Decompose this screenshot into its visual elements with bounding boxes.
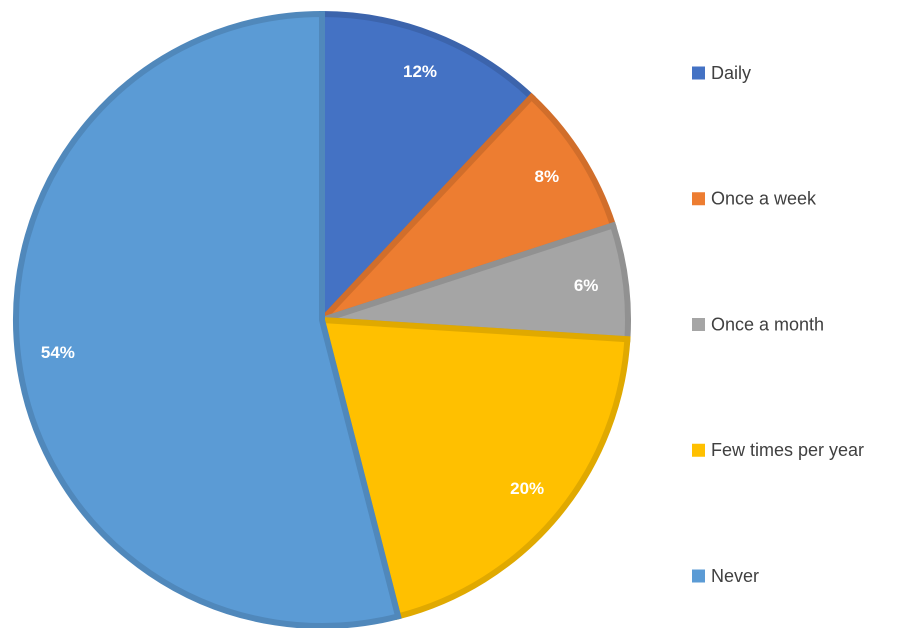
- legend-label: Never: [711, 566, 759, 586]
- legend-swatch: [692, 192, 705, 206]
- data-label: 20%: [510, 479, 544, 498]
- data-label: 54%: [41, 343, 75, 362]
- pie-slice: [319, 10, 536, 328]
- legend-swatch: [692, 318, 705, 331]
- data-label: 12%: [403, 62, 437, 81]
- pie-slice: [319, 92, 617, 323]
- legend-swatch: [692, 443, 705, 457]
- data-label: 8%: [534, 167, 559, 186]
- pie-slice: [13, 10, 402, 628]
- legend-swatch: [692, 569, 705, 583]
- data-label: 6%: [574, 276, 599, 295]
- legend-label: Once a month: [711, 314, 824, 334]
- legend-label: Daily: [711, 63, 751, 83]
- pie-slice: [318, 316, 631, 621]
- legend-swatch: [692, 66, 705, 80]
- legend-label: Few times per year: [711, 440, 864, 460]
- legend-label: Once a week: [711, 189, 817, 209]
